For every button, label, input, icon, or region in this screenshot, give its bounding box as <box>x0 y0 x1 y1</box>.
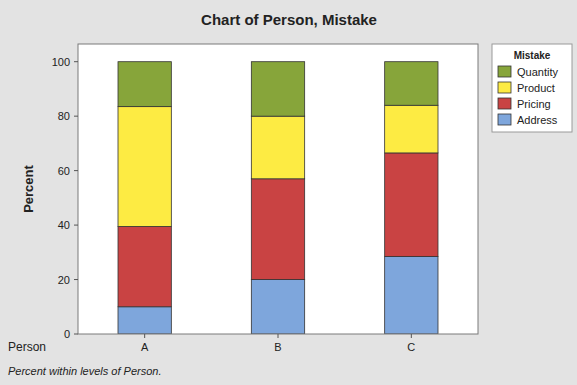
background <box>0 0 577 385</box>
y-tick-label: 20 <box>58 274 70 286</box>
bar-segment <box>385 105 438 153</box>
plot-area <box>78 44 478 334</box>
legend-swatch <box>498 98 511 109</box>
x-tick-label: A <box>141 341 149 353</box>
bar-segment <box>385 256 438 334</box>
bar-segment <box>385 62 438 106</box>
y-tick <box>74 170 78 171</box>
bar-segment <box>118 226 171 306</box>
bar-segment <box>118 307 171 334</box>
bars <box>118 62 438 334</box>
x-tick-label: C <box>407 341 415 353</box>
bar-segment <box>251 116 304 179</box>
x-tick <box>278 334 279 338</box>
y-tick <box>74 334 78 335</box>
x-tick-label: B <box>274 341 281 353</box>
y-tick-label: 0 <box>64 328 70 340</box>
chart-root: 0 20 40 60 80 100 A B C Chart of Person, Mistake P… <box>0 0 577 385</box>
y-tick-label: 100 <box>52 56 70 68</box>
y-tick-label: 60 <box>58 165 70 177</box>
legend-label: Pricing <box>517 98 551 110</box>
bar-segment <box>385 153 438 256</box>
y-tick <box>74 279 78 280</box>
x-axis-label: Person <box>8 340 46 354</box>
chart: 0 20 40 60 80 100 A B C Chart of Person, Mistake P… <box>0 0 577 385</box>
y-tick-label: 80 <box>58 110 70 122</box>
legend-swatch <box>498 114 511 125</box>
y-axis-label: Percent <box>21 164 36 212</box>
y-tick <box>74 116 78 117</box>
y-tick <box>74 225 78 226</box>
plot-frame <box>78 44 478 334</box>
legend-label: Address <box>517 114 558 126</box>
y-tick-label: 40 <box>58 219 70 231</box>
x-tick <box>411 334 412 338</box>
footnote: Percent within levels of Person. <box>8 365 161 377</box>
legend-title: Mistake <box>514 50 551 61</box>
title: Chart of Person, Mistake <box>201 11 377 28</box>
x-tick <box>144 334 145 338</box>
bar-segment <box>118 62 171 107</box>
bar-segment <box>251 62 304 116</box>
y-tick <box>74 61 78 62</box>
legend-label: Product <box>517 82 555 94</box>
bar-segment <box>251 179 304 280</box>
legend-swatch <box>498 66 511 77</box>
legend-label: Quantity <box>517 66 558 78</box>
legend-swatch <box>498 82 511 93</box>
legend-box <box>492 44 572 132</box>
bar-segment <box>251 280 304 334</box>
bar-segment <box>118 107 171 227</box>
